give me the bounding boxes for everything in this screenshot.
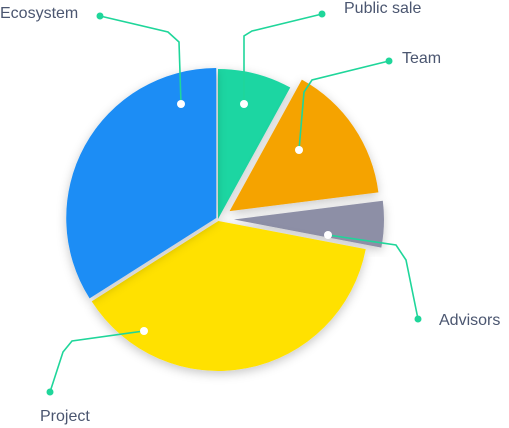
slice-ecosystem xyxy=(66,68,217,299)
slice-project xyxy=(91,220,366,371)
slice-dot-public-sale xyxy=(240,100,248,108)
label-dot-ecosystem xyxy=(96,12,104,20)
label-dot-advisors xyxy=(414,315,422,323)
slice-dot-team xyxy=(295,146,303,154)
leader-line-team xyxy=(298,60,390,151)
leader-line-project xyxy=(49,330,145,393)
label-advisors: Advisors xyxy=(439,312,501,329)
leader-line-public-sale xyxy=(243,13,323,104)
label-dot-team xyxy=(385,57,393,65)
label-team: Team xyxy=(402,50,442,67)
slice-advisors xyxy=(233,200,384,248)
label-public-sale: Public sale xyxy=(344,0,422,17)
slice-public-sale xyxy=(218,69,291,219)
slice-team xyxy=(229,79,379,212)
label-ecosystem: Ecosystem xyxy=(0,5,79,22)
label-project: Project xyxy=(40,408,90,425)
label-dot-project xyxy=(46,388,54,396)
slice-dot-project xyxy=(140,327,148,335)
leader-line-ecosystem xyxy=(99,15,182,105)
label-dot-public-sale xyxy=(318,10,326,18)
slice-dot-advisors xyxy=(324,231,332,239)
slice-dot-ecosystem xyxy=(177,100,185,108)
leader-line-advisors xyxy=(327,234,419,320)
